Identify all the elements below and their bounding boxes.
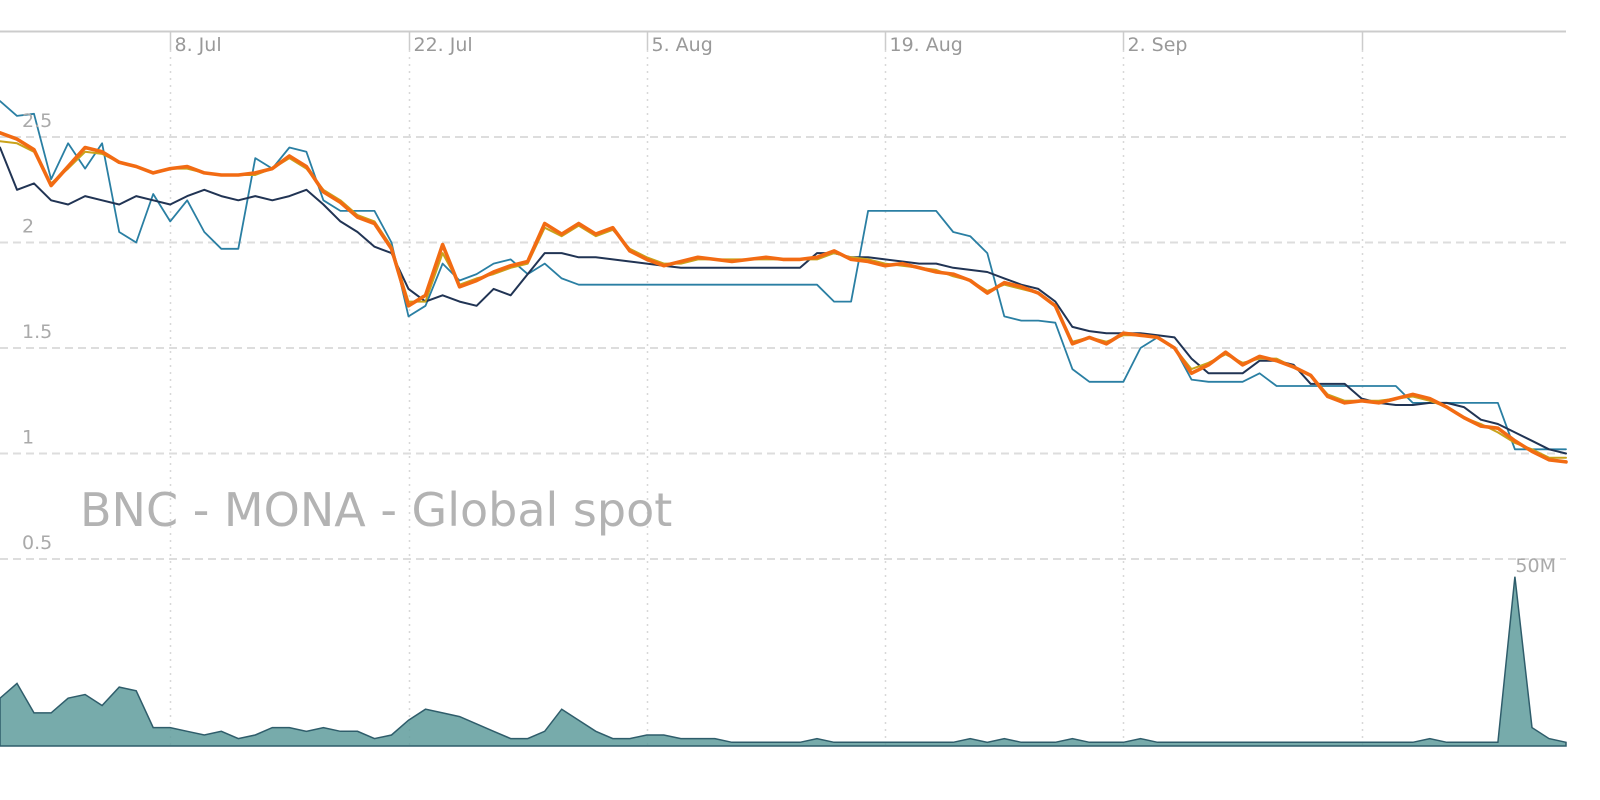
grid xyxy=(0,32,1566,748)
series-line-yellow xyxy=(0,140,1567,459)
volume-area-path xyxy=(0,576,1567,747)
series-line-dark xyxy=(0,146,1567,455)
x-tick-label: 5. Aug xyxy=(652,34,713,56)
x-tick-label: 22. Jul xyxy=(414,34,473,56)
y-tick-label: 1 xyxy=(22,427,34,449)
series-line-teal xyxy=(0,100,1567,451)
x-tick-label: 2. Sep xyxy=(1128,34,1188,56)
chart-title: BNC - MONA - Global spot xyxy=(80,483,672,537)
y-tick-label: 0.5 xyxy=(22,532,52,554)
series-line-bnc xyxy=(0,131,1568,464)
axis-labels: 2.5 2 1.5 1 0.5 8. Jul 22. Jul 5. Aug 19. Aug 2. … xyxy=(22,34,1187,554)
x-tick-label: 8. Jul xyxy=(175,34,222,56)
x-tick-label: 19. Aug xyxy=(890,34,963,56)
volume-area xyxy=(0,576,1567,747)
y-tick-label: 2 xyxy=(22,216,34,238)
volume-axis-label: 50M xyxy=(1515,555,1556,577)
price-series xyxy=(0,100,1568,464)
y-tick-label: 1.5 xyxy=(22,321,52,343)
y-tick-label: 2.5 xyxy=(22,110,52,132)
